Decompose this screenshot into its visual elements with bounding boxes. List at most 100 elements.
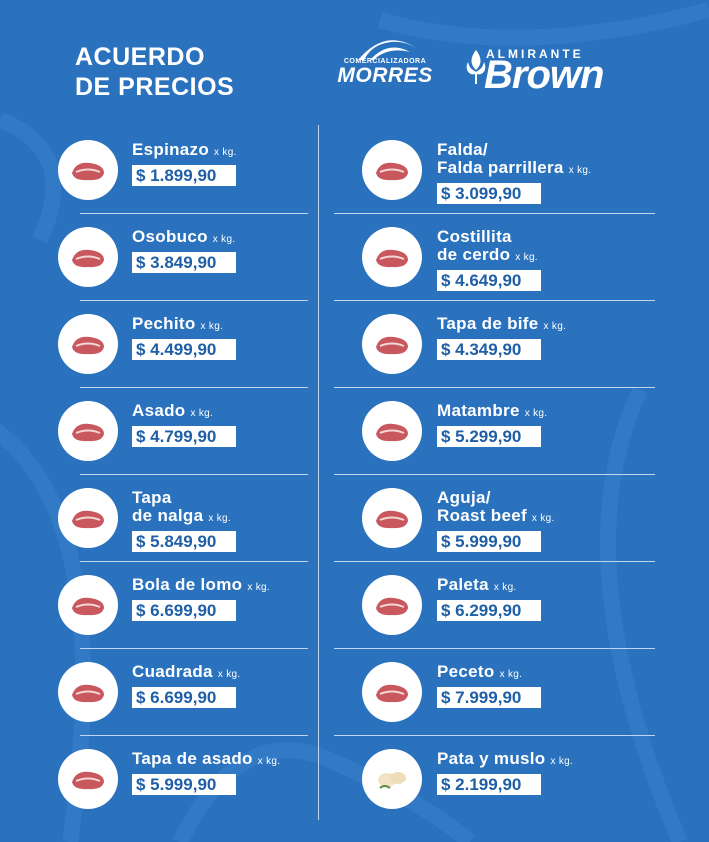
product-item: Cuadrada x kg. $ 6.699,90 bbox=[58, 649, 308, 736]
price-tag: $ 5.299,90 bbox=[437, 426, 542, 447]
espinazo-meat-icon bbox=[72, 162, 104, 181]
product-item: Asado x kg. $ 4.799,90 bbox=[58, 388, 308, 475]
price-tag: $ 6.699,90 bbox=[132, 687, 237, 708]
title-line-2: DE PRECIOS bbox=[75, 73, 235, 101]
price-tag: $ 3.099,90 bbox=[437, 183, 542, 204]
product-name: Osobuco x kg. bbox=[132, 228, 236, 249]
product-item: Espinazo x kg. $ 1.899,90 bbox=[58, 127, 308, 214]
product-name-line: Tapa bbox=[132, 488, 172, 507]
product-name-line: de nalga x kg. bbox=[132, 507, 236, 528]
product-info: Tapa de asado x kg. $ 5.999,90 bbox=[132, 750, 280, 795]
unit-label: x kg. bbox=[531, 513, 555, 524]
product-image bbox=[362, 314, 422, 374]
paleta-meat-icon bbox=[376, 597, 408, 616]
product-image bbox=[58, 140, 118, 200]
product-image bbox=[362, 401, 422, 461]
price-tag: $ 5.849,90 bbox=[132, 531, 237, 552]
header: ACUERDO DE PRECIOS COMERCIALIZADORA MORR… bbox=[0, 0, 709, 120]
morres-swoosh-icon bbox=[358, 40, 416, 60]
product-name-text: Roast beef bbox=[437, 506, 527, 525]
pechito-meat-icon bbox=[72, 336, 104, 355]
unit-label: x kg. bbox=[515, 252, 538, 263]
price-tag: $ 4.499,90 bbox=[132, 339, 237, 360]
price-tag: $ 7.999,90 bbox=[437, 687, 542, 708]
price-tag: $ 4.799,90 bbox=[132, 426, 237, 447]
product-name-text: Bola de lomo bbox=[132, 575, 243, 594]
product-name-text: Espinazo bbox=[132, 140, 210, 159]
product-item: Matambre x kg. $ 5.299,90 bbox=[334, 388, 655, 475]
product-name: Matambre x kg. bbox=[437, 402, 547, 423]
page-title: ACUERDO DE PRECIOS bbox=[75, 42, 234, 102]
aguja-meat-icon bbox=[376, 510, 408, 529]
product-name-line: Espinazo x kg. bbox=[132, 141, 237, 162]
unit-label: x kg. bbox=[493, 582, 517, 593]
product-name: Pata y muslo x kg. bbox=[437, 750, 573, 771]
product-image bbox=[362, 140, 422, 200]
product-image bbox=[58, 488, 118, 548]
product-image bbox=[362, 662, 422, 722]
product-item: Osobuco x kg. $ 3.849,90 bbox=[58, 214, 308, 301]
product-info: Pechito x kg. $ 4.499,90 bbox=[132, 315, 237, 360]
product-name: Costillita de cerdo x kg. bbox=[437, 228, 541, 267]
product-info: Paleta x kg. $ 6.299,90 bbox=[437, 576, 542, 621]
osobuco-meat-icon bbox=[72, 249, 104, 268]
title-line-1: ACUERDO bbox=[75, 43, 205, 71]
product-name-text: Paleta bbox=[437, 575, 489, 594]
product-name-line: Pata y muslo x kg. bbox=[437, 750, 573, 771]
product-name-line: Costillita bbox=[437, 227, 512, 246]
product-info: Espinazo x kg. $ 1.899,90 bbox=[132, 141, 237, 186]
unit-label: x kg. bbox=[499, 669, 523, 680]
product-name: Falda/Falda parrillera x kg. bbox=[437, 141, 591, 180]
product-name-text: Pechito bbox=[132, 314, 196, 333]
product-name-line: Osobuco x kg. bbox=[132, 228, 236, 249]
product-name-text: Peceto bbox=[437, 662, 495, 681]
price-tag: $ 4.649,90 bbox=[437, 270, 542, 291]
cuadrada-meat-icon bbox=[72, 684, 104, 703]
product-item: Falda/Falda parrillera x kg. $ 3.099,90 bbox=[334, 127, 655, 214]
product-info: Tapa de bife x kg. $ 4.349,90 bbox=[437, 315, 566, 360]
price-tag: $ 6.699,90 bbox=[132, 600, 237, 621]
price-tag: $ 5.999,90 bbox=[132, 774, 237, 795]
product-item: Paleta x kg. $ 6.299,90 bbox=[334, 562, 655, 649]
product-item: Tapa de nalga x kg. $ 5.849,90 bbox=[58, 475, 308, 562]
product-name: Espinazo x kg. bbox=[132, 141, 237, 162]
product-image bbox=[362, 227, 422, 287]
product-item: Pechito x kg. $ 4.499,90 bbox=[58, 301, 308, 388]
product-name-line: Paleta x kg. bbox=[437, 576, 541, 597]
product-name-line: Tapa de asado x kg. bbox=[132, 750, 280, 771]
brown-name: Brown bbox=[484, 53, 604, 97]
product-name: Pechito x kg. bbox=[132, 315, 236, 336]
asado-meat-icon bbox=[72, 423, 104, 442]
unit-label: x kg. bbox=[550, 756, 574, 767]
product-item: Aguja/Roast beef x kg. $ 5.999,90 bbox=[334, 475, 655, 562]
product-image bbox=[58, 575, 118, 635]
product-info: Matambre x kg. $ 5.299,90 bbox=[437, 402, 547, 447]
product-name-text: Falda parrillera bbox=[437, 158, 564, 177]
morres-name: MORRES bbox=[337, 64, 433, 87]
unit-label: x kg. bbox=[524, 408, 548, 419]
unit-label: x kg. bbox=[217, 669, 241, 680]
product-name-line: Tapa de bife x kg. bbox=[437, 315, 566, 336]
peceto-meat-icon bbox=[376, 684, 408, 703]
logo-almirante-brown: ALMIRANTE Brown bbox=[466, 40, 611, 100]
product-name-text: Matambre bbox=[437, 401, 520, 420]
tapa-de-asado-meat-icon bbox=[72, 771, 104, 790]
product-name-line: Peceto x kg. bbox=[437, 663, 541, 684]
product-name-line: Bola de lomo x kg. bbox=[132, 576, 270, 597]
product-info: Asado x kg. $ 4.799,90 bbox=[132, 402, 237, 447]
brown-subtitle: ALMIRANTE bbox=[486, 47, 584, 61]
unit-label: x kg. bbox=[247, 582, 270, 593]
logo-comercializadora-morres: COMERCIALIZADORA MORRES bbox=[330, 30, 440, 96]
product-name-line: Asado x kg. bbox=[132, 402, 236, 423]
product-item: Peceto x kg. $ 7.999,90 bbox=[334, 649, 655, 736]
product-item: Tapa de asado x kg. $ 5.999,90 bbox=[58, 736, 308, 822]
product-image bbox=[58, 314, 118, 374]
product-info: Peceto x kg. $ 7.999,90 bbox=[437, 663, 542, 708]
price-tag: $ 1.899,90 bbox=[132, 165, 237, 186]
bola-de-lomo-meat-icon bbox=[72, 597, 104, 616]
product-image bbox=[58, 227, 118, 287]
product-info: Costillita de cerdo x kg. $ 4.649,90 bbox=[437, 228, 542, 291]
product-name-line: Matambre x kg. bbox=[437, 402, 547, 423]
product-name-text: Tapa de bife bbox=[437, 314, 539, 333]
product-name-line: Aguja/ bbox=[437, 488, 491, 507]
